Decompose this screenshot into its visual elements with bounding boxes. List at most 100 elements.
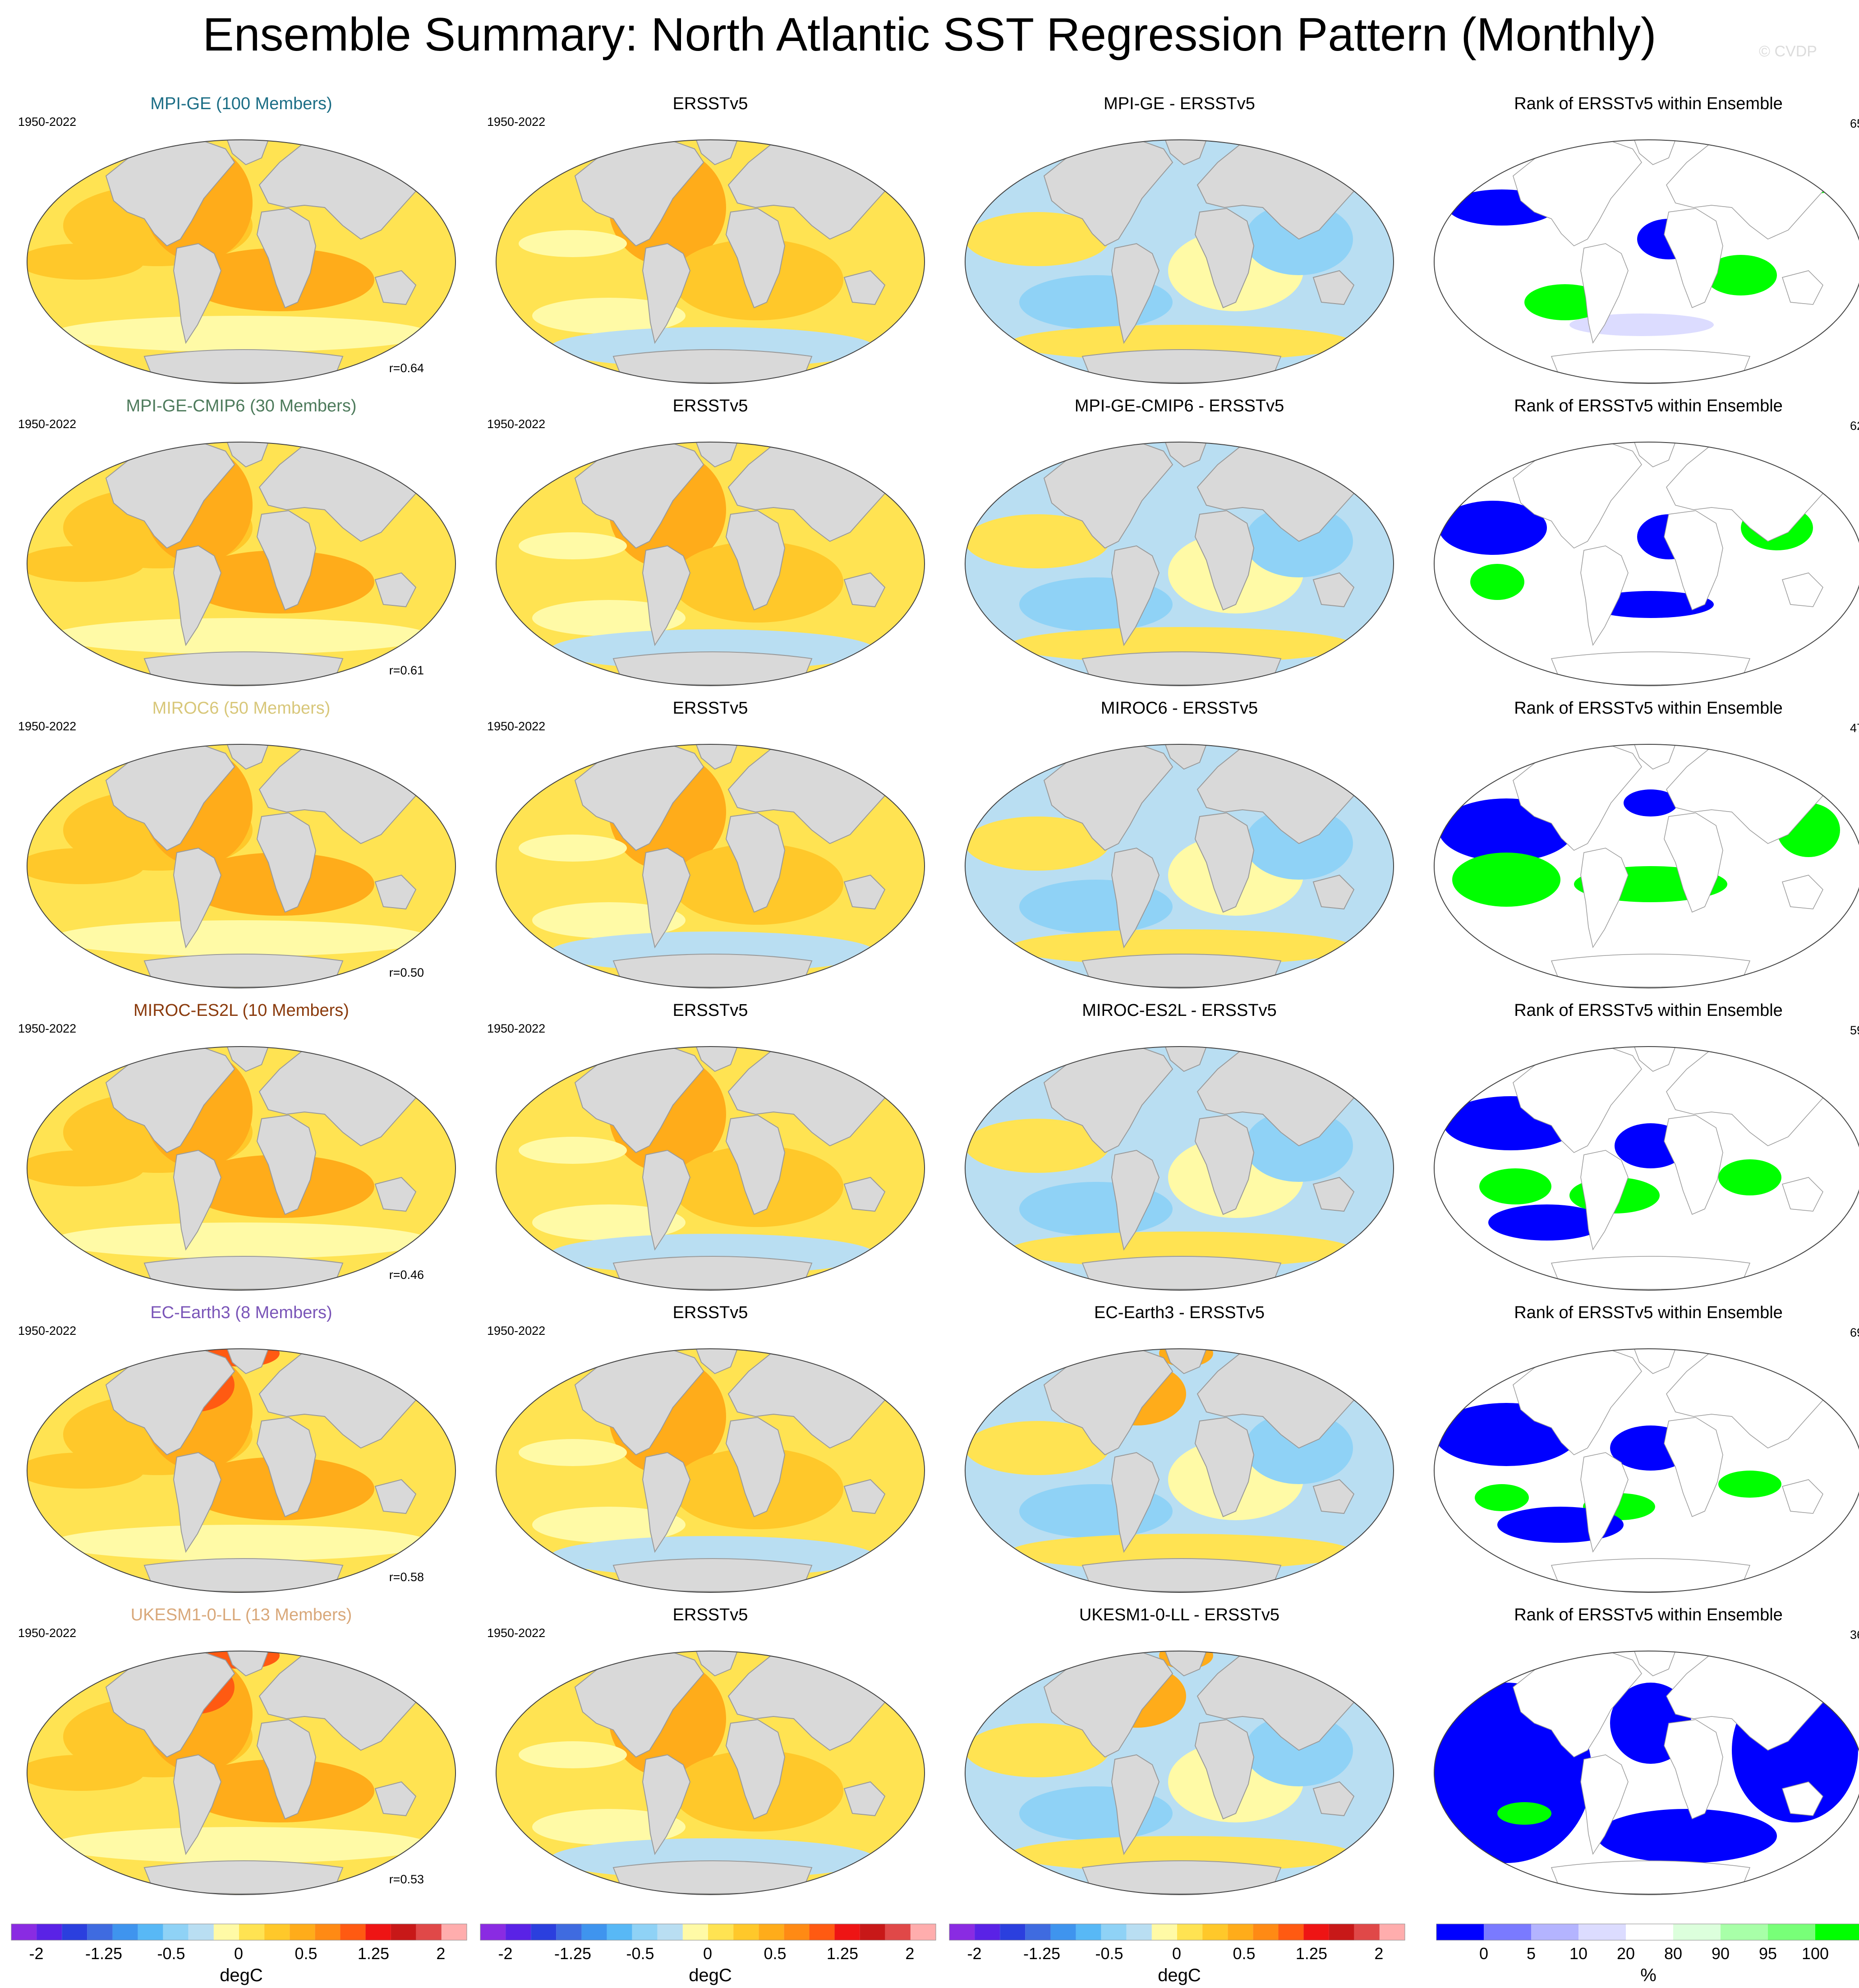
panel-title: MIROC6 - ERSSTv5 (1100, 699, 1258, 718)
colorbar-tick-label: 90 (1711, 1944, 1730, 1963)
sst-colorbar-swatches (949, 1923, 1405, 1941)
period-label: 1950-2022 (18, 417, 77, 431)
panel-title: ERSSTv5 (672, 1605, 748, 1624)
colorbar-tick-label: 5 (1526, 1944, 1536, 1963)
rank-percentage: 69% (1850, 1326, 1859, 1339)
field-layer (1434, 442, 1859, 686)
colorbar-swatch (885, 1924, 911, 1940)
colorbar-swatch (1379, 1924, 1405, 1940)
map-canvas (496, 1651, 925, 1895)
map-canvas (27, 442, 456, 686)
colorbar-swatch (1278, 1924, 1304, 1940)
field-layer (965, 1651, 1394, 1895)
colorbar-swatch (1484, 1924, 1531, 1940)
colorbar-swatch (834, 1924, 860, 1940)
land-mass (725, 1719, 786, 1820)
rank-region (1452, 853, 1560, 907)
colorbar-swatch (1202, 1924, 1228, 1940)
field-region (1010, 929, 1353, 965)
field-region (965, 1723, 1109, 1777)
rank-region (1475, 1484, 1529, 1511)
colorbar-swatch (708, 1924, 734, 1940)
colorbar-swatch (784, 1924, 810, 1940)
model-panel: MIROC6 (50 Members) 1950-2022 r=0.50 (9, 695, 474, 1001)
land-mass (642, 1149, 691, 1251)
land-mass (256, 1114, 317, 1215)
panel-title: ERSSTv5 (672, 94, 748, 113)
field-region (532, 902, 686, 938)
colorbar-tick-label: -2 (967, 1944, 982, 1963)
sst-colorbar-obs: degC -2 -1.25 -0.5 0 0.5 1.25 2 (478, 1919, 943, 1987)
colorbar-tick-label: -0.5 (626, 1944, 654, 1963)
land-mass (642, 847, 691, 949)
field-region (27, 546, 144, 582)
rank-panel: Rank of ERSSTv5 within Ensemble 62% (1416, 392, 1859, 699)
land-mass (843, 1176, 886, 1212)
field-region (27, 848, 144, 884)
colorbar-tick-label: 80 (1664, 1944, 1683, 1963)
rank-region (1488, 1204, 1606, 1241)
field-region (519, 1741, 627, 1768)
field-region (1010, 1534, 1353, 1570)
map-outline (496, 744, 925, 988)
map-outline (27, 744, 456, 988)
map-outline (965, 1046, 1394, 1291)
map-canvas (496, 139, 925, 384)
rank-region (1470, 564, 1524, 600)
land-mass (256, 812, 317, 913)
colorbar-swatch (138, 1924, 163, 1940)
map-canvas (965, 744, 1394, 988)
land-mass (843, 1479, 886, 1514)
colorbar-tick-label: 10 (1569, 1944, 1588, 1963)
pattern-correlation: r=0.50 (389, 966, 424, 979)
colorbar-swatch (365, 1924, 391, 1940)
field-region (52, 316, 431, 352)
obs-panel: ERSSTv5 1950-2022 (478, 90, 943, 397)
map-outline (496, 442, 925, 686)
colorbar-swatch (87, 1924, 113, 1940)
diff-panel: MIROC-ES2L - ERSSTv5 (947, 997, 1412, 1304)
map-canvas (1434, 744, 1859, 988)
colorbar-tick-label: -2 (498, 1944, 513, 1963)
panel-title: Rank of ERSSTv5 within Ensemble (1514, 699, 1783, 718)
map-outline (27, 1348, 456, 1593)
map-outline (1434, 1046, 1859, 1291)
obs-panel: ERSSTv5 1950-2022 (478, 997, 943, 1304)
diff-panel: UKESM1-0-LL - ERSSTv5 (947, 1601, 1412, 1908)
colorbar-swatch (1025, 1924, 1051, 1940)
land-outline (1580, 243, 1629, 344)
land-mass (1111, 243, 1160, 344)
colorbar-tick-label: -1.25 (554, 1944, 592, 1963)
panel-title: Rank of ERSSTv5 within Ensemble (1514, 1605, 1783, 1624)
land-mass (1111, 1149, 1160, 1251)
rank-panel: Rank of ERSSTv5 within Ensemble 59% (1416, 997, 1859, 1304)
map-outline (1434, 744, 1859, 988)
map-canvas (1434, 1651, 1859, 1895)
obs-panel: ERSSTv5 1950-2022 (478, 1601, 943, 1908)
panel-title: Rank of ERSSTv5 within Ensemble (1514, 1303, 1783, 1322)
field-layer (965, 744, 1394, 988)
colorbar-swatch (1253, 1924, 1279, 1940)
period-label: 1950-2022 (18, 1022, 77, 1035)
map-canvas (496, 442, 925, 686)
map-outline (965, 442, 1394, 686)
map-outline (496, 1348, 925, 1593)
colorbar-swatch (506, 1924, 531, 1940)
land-mass (725, 1416, 786, 1518)
field-region (519, 532, 627, 559)
field-region (27, 1150, 144, 1186)
field-region (27, 1453, 144, 1489)
colorbar-swatch (290, 1924, 315, 1940)
model-panel: UKESM1-0-LL (13 Members) 1950-2022 r=0.53 (9, 1601, 474, 1908)
colorbar-swatch (163, 1924, 189, 1940)
land-outline (1664, 1417, 1723, 1517)
colorbar-frame (480, 1923, 936, 1941)
panel-title: MPI-GE - ERSSTv5 (1104, 94, 1255, 113)
panel-title: ERSSTv5 (672, 1303, 748, 1322)
rank-percentage: 62% (1850, 419, 1859, 433)
land-mass (843, 572, 886, 608)
land-mass (173, 1149, 222, 1251)
colorbar-swatch (1673, 1924, 1721, 1940)
land-mass (374, 572, 417, 608)
map-canvas (965, 1348, 1394, 1593)
